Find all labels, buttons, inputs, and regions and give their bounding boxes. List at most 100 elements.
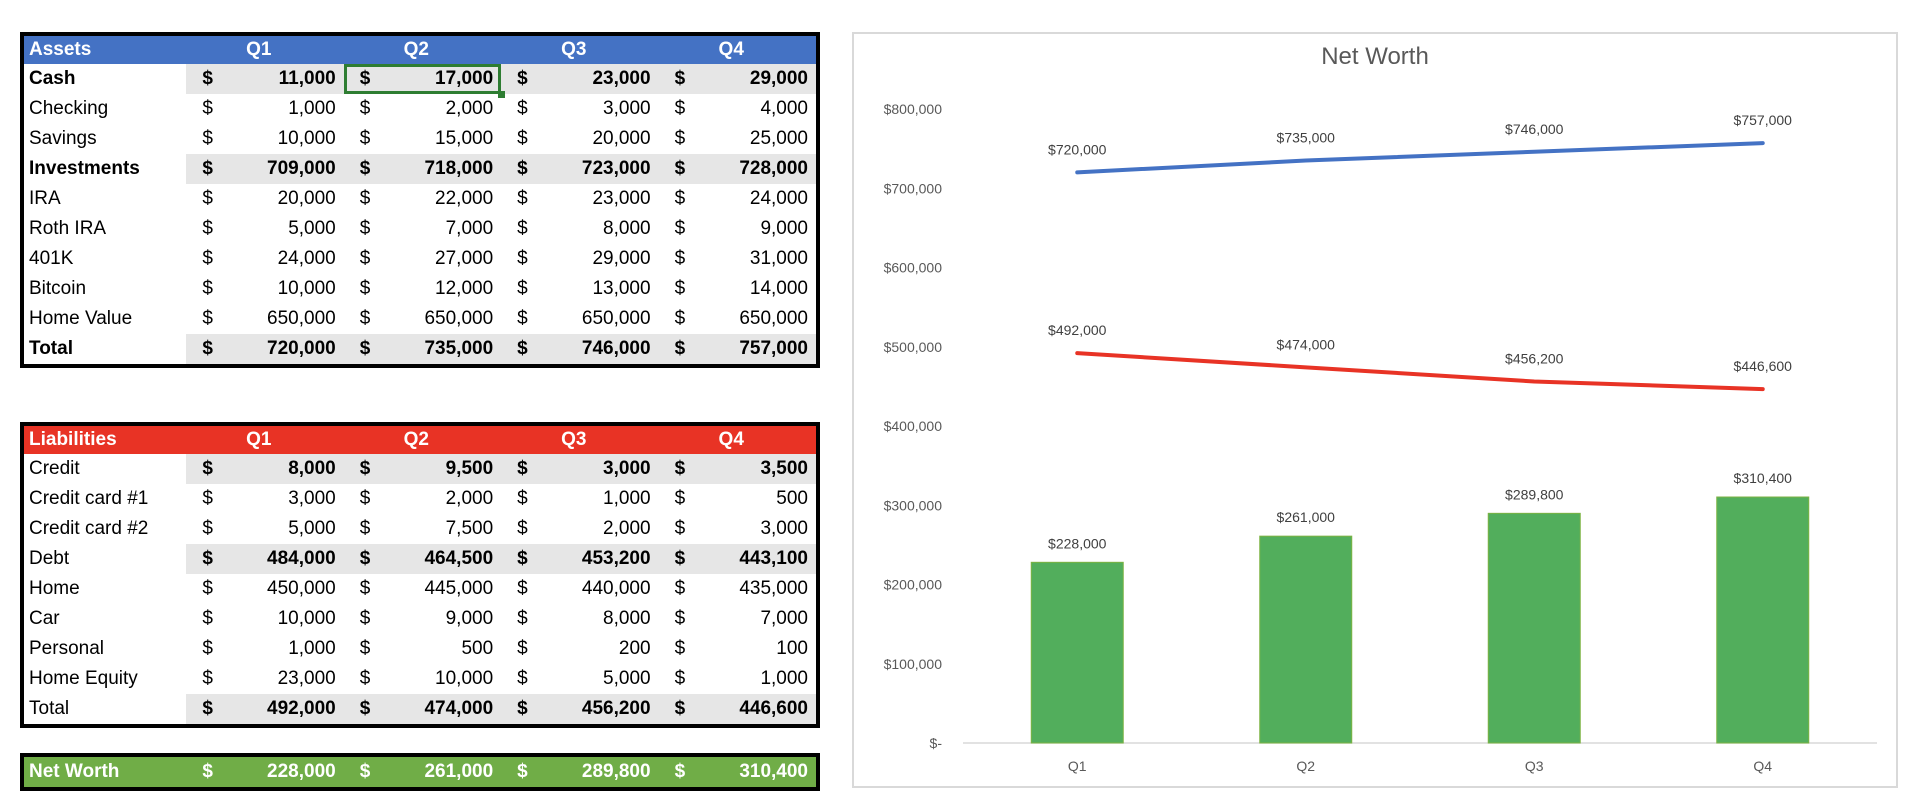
value-cell[interactable]: $757,000 [658,334,816,364]
value-cell[interactable]: $3,500 [658,454,816,484]
row-label[interactable]: Credit [29,458,80,479]
value-cell[interactable]: $9,000 [659,214,816,244]
row-label[interactable]: Home Equity [29,668,138,689]
value-cell[interactable]: $1,000 [186,634,343,664]
value-cell[interactable]: $464,500 [343,544,502,574]
value-cell[interactable]: $650,000 [659,304,816,334]
value-cell[interactable]: $650,000 [344,304,501,334]
value-cell[interactable]: $310,400 [659,757,816,787]
quarter-header[interactable]: Q2 [403,39,429,60]
row-label[interactable]: Car [29,608,60,629]
value-cell[interactable]: $3,000 [186,484,343,514]
value-cell[interactable]: $456,200 [501,694,659,724]
row-label[interactable]: 401K [29,248,74,269]
row-label[interactable]: Home Value [29,308,133,329]
value-cell[interactable]: $5,000 [501,664,658,694]
value-cell[interactable]: $228,000 [186,757,343,787]
value-cell[interactable]: $2,000 [501,514,658,544]
quarter-header[interactable]: Q1 [246,429,272,450]
value-cell[interactable]: $1,000 [501,484,658,514]
value-cell[interactable]: $13,000 [501,274,658,304]
value-cell[interactable]: $29,000 [658,64,816,94]
value-cell[interactable]: $8,000 [501,214,658,244]
bar-net-worth[interactable] [1259,535,1353,744]
value-cell[interactable]: $492,000 [186,694,344,724]
row-label[interactable]: Bitcoin [29,278,87,299]
row-label[interactable]: Debt [29,548,70,569]
value-cell[interactable]: $474,000 [343,694,502,724]
row-label[interactable]: IRA [29,188,61,209]
value-cell[interactable]: $500 [344,634,501,664]
quarter-header[interactable]: Q3 [561,39,587,60]
row-label[interactable]: Total [29,698,70,719]
quarter-header[interactable]: Q1 [246,39,272,60]
value-cell[interactable]: $12,000 [344,274,501,304]
value-cell[interactable]: $735,000 [343,334,502,364]
row-label[interactable]: Roth IRA [29,218,107,239]
value-cell[interactable]: $261,000 [344,757,501,787]
value-cell[interactable]: $8,000 [501,604,658,634]
value-cell[interactable]: $25,000 [659,124,816,154]
value-cell[interactable]: $435,000 [659,574,816,604]
value-cell[interactable]: $100 [659,634,816,664]
value-cell[interactable]: $5,000 [186,214,343,244]
value-cell[interactable]: $720,000 [186,334,344,364]
value-cell[interactable]: $650,000 [186,304,343,334]
value-cell[interactable]: $17,000 [343,64,506,98]
value-cell[interactable]: $7,000 [344,214,501,244]
row-label[interactable]: Total [29,338,73,359]
value-cell[interactable]: $484,000 [186,544,344,574]
row-label[interactable]: Cash [29,68,76,89]
value-cell[interactable]: $445,000 [344,574,501,604]
value-cell[interactable]: $440,000 [501,574,658,604]
value-cell[interactable]: $3,000 [501,454,659,484]
value-cell[interactable]: $29,000 [501,244,658,274]
bar-net-worth[interactable] [1716,496,1810,744]
value-cell[interactable]: $23,000 [186,664,343,694]
value-cell[interactable]: $7,000 [659,604,816,634]
net-worth-chart[interactable]: Net Worth $- $100,000 $200,000 $300,000 $400,… [852,32,1898,788]
bar-net-worth[interactable] [1487,512,1581,744]
value-cell[interactable]: $5,000 [186,514,343,544]
value-cell[interactable]: $3,000 [501,94,658,124]
value-cell[interactable]: $10,000 [186,274,343,304]
value-cell[interactable]: $718,000 [343,154,502,184]
value-cell[interactable]: $24,000 [659,184,816,214]
value-cell[interactable]: $709,000 [186,154,344,184]
value-cell[interactable]: $1,000 [186,94,343,124]
value-cell[interactable]: $10,000 [186,604,343,634]
value-cell[interactable]: $9,500 [343,454,502,484]
value-cell[interactable]: $20,000 [186,184,343,214]
value-cell[interactable]: $20,000 [501,124,658,154]
value-cell[interactable]: $8,000 [186,454,344,484]
value-cell[interactable]: $443,100 [658,544,816,574]
value-cell[interactable]: $23,000 [501,184,658,214]
value-cell[interactable]: $1,000 [659,664,816,694]
value-cell[interactable]: $11,000 [186,64,344,94]
value-cell[interactable]: $14,000 [659,274,816,304]
value-cell[interactable]: $4,000 [659,94,816,124]
quarter-header[interactable]: Q4 [718,429,744,450]
row-label[interactable]: Credit card #1 [29,488,149,509]
quarter-header[interactable]: Q3 [561,429,587,450]
bar-net-worth[interactable] [1030,561,1124,744]
row-label[interactable]: Net Worth [29,761,120,782]
value-cell[interactable]: $3,000 [659,514,816,544]
row-label[interactable]: Investments [29,158,140,179]
value-cell[interactable]: $9,000 [344,604,501,634]
value-cell[interactable]: $746,000 [501,334,659,364]
quarter-header[interactable]: Q4 [718,39,744,60]
value-cell[interactable]: $500 [659,484,816,514]
value-cell[interactable]: $22,000 [344,184,501,214]
value-cell[interactable]: $2,000 [344,94,501,124]
value-cell[interactable]: $15,000 [344,124,501,154]
value-cell[interactable]: $446,600 [658,694,816,724]
value-cell[interactable]: $27,000 [344,244,501,274]
value-cell[interactable]: $2,000 [344,484,501,514]
value-cell[interactable]: $453,200 [501,544,659,574]
value-cell[interactable]: $10,000 [344,664,501,694]
line-liabilities[interactable] [1075,351,1765,392]
value-cell[interactable]: $7,500 [344,514,501,544]
quarter-header[interactable]: Q2 [403,429,429,450]
value-cell[interactable]: $23,000 [501,64,659,94]
